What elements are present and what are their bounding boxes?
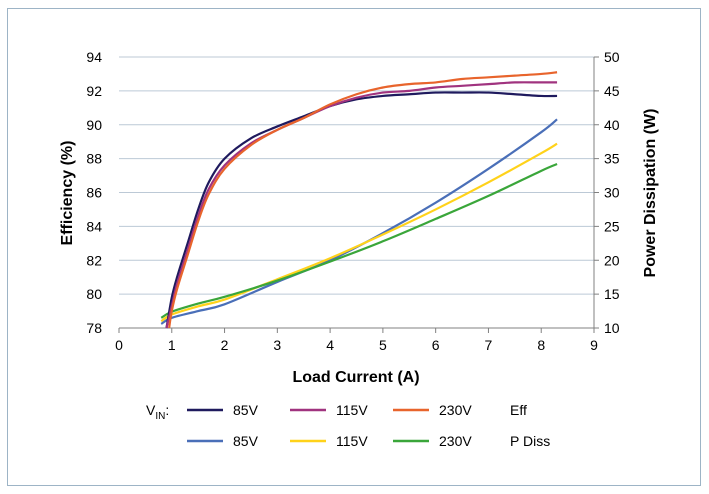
legend-label-eff-230v: 230V [439,402,472,418]
series-lines [160,71,558,329]
y2-tick-label: 10 [604,320,620,336]
y2-axis-title: Power Dissipation (W) [642,109,659,278]
y-tick-label: 84 [86,218,102,234]
legend-group-eff: Eff [510,402,527,418]
x-tick-label: 1 [168,337,176,353]
y-tick-label: 88 [86,151,102,167]
x-tick-label: 0 [115,337,123,353]
y-tick-label: 82 [86,252,102,268]
y-tick-label: 86 [86,185,102,201]
x-tick-label: 2 [221,337,229,353]
x-tick-label: 9 [590,337,598,353]
tick-labels: 0 1 2 3 4 5 6 7 8 9788082848688909294101520253035… [86,49,619,353]
y2-tick-label: 20 [604,252,620,268]
x-tick-label: 6 [432,337,440,353]
y-tick-label: 92 [86,83,102,99]
x-tick-label: 8 [537,337,545,353]
series-line-eff-115v [165,81,558,329]
x-tick-label: 7 [485,337,493,353]
series-line-pdiss-115v [160,142,558,323]
legend-group-pdiss: P Diss [510,433,550,449]
x-tick-label: 3 [273,337,281,353]
legend-label-pdiss-230v: 230V [439,433,472,449]
x-axis-title: Load Current (A) [292,369,419,386]
legend-label-pdiss-115v: 115V [336,433,368,449]
gridlines [119,56,594,295]
y2-tick-label: 40 [604,117,620,133]
y2-tick-label: 25 [604,218,620,234]
y2-tick-label: 15 [604,286,620,302]
series-line-eff-85v [165,91,558,329]
legend-label-pdiss-85v: 85V [233,433,259,449]
y-axis-title: Efficiency (%) [59,141,76,246]
series-line-pdiss-230v [160,163,558,319]
legend-vin-label: VIN: [146,402,169,422]
y2-tick-label: 30 [604,185,620,201]
y-tick-label: 80 [86,286,102,302]
legend-label-eff-85v: 85V [233,402,259,418]
x-tick-label: 5 [379,337,387,353]
y2-tick-label: 45 [604,83,620,99]
series-line-pdiss-85v [160,118,558,325]
series-line-eff-230v [168,71,558,329]
y-tick-label: 94 [86,49,102,65]
y-tick-label: 78 [86,320,102,336]
x-tick-label: 4 [326,337,334,353]
y-tick-label: 90 [86,117,102,133]
axes [118,56,599,333]
legend: VIN: 85V 115V 230V 85V 115V 230V Eff P Diss [146,402,550,449]
legend-label-eff-115v: 115V [336,402,368,418]
y2-tick-label: 50 [604,49,620,65]
y2-tick-label: 35 [604,151,620,167]
